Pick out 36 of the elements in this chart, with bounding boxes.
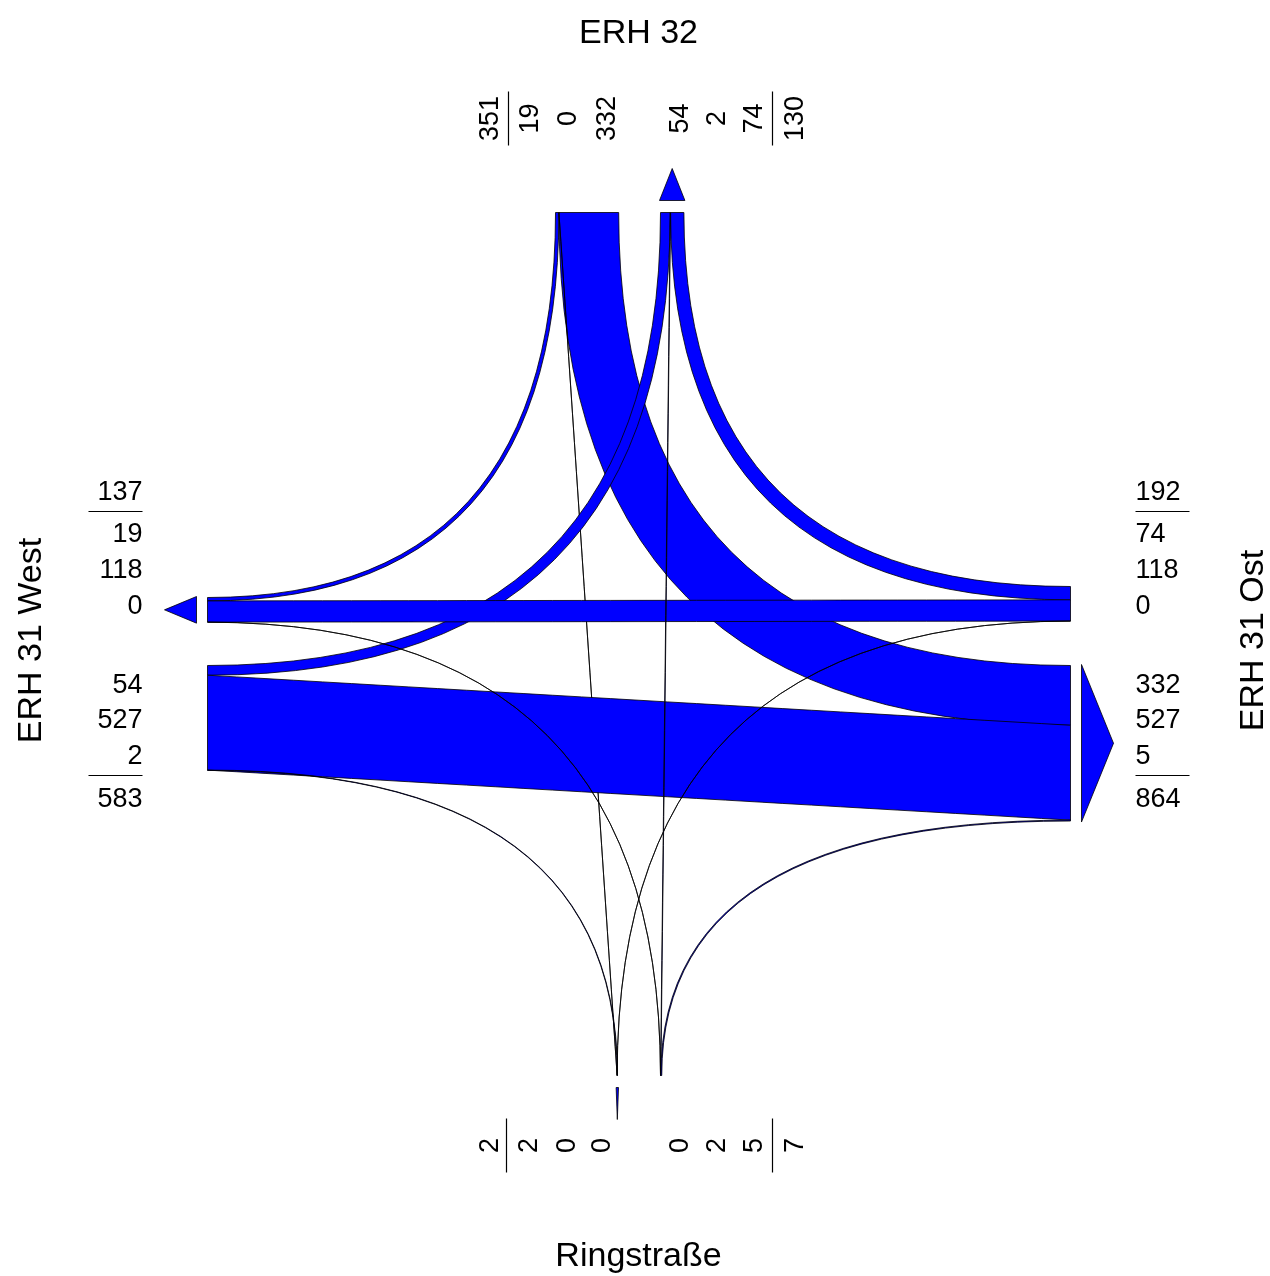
text: 2 bbox=[474, 1137, 504, 1154]
text: 2 bbox=[513, 1137, 543, 1154]
text: 0 bbox=[552, 110, 582, 127]
data-label: 118 bbox=[99, 554, 143, 584]
text: 19 bbox=[514, 103, 544, 134]
data-label: 19 bbox=[112, 518, 143, 548]
data-label: 332 bbox=[1135, 669, 1181, 699]
text: 2 bbox=[127, 740, 143, 770]
data-label: 0 bbox=[586, 1137, 616, 1154]
text: 130 bbox=[779, 95, 809, 142]
data-label: 54 bbox=[664, 103, 694, 134]
category-label: ERH 31 West bbox=[9, 537, 48, 744]
text: 332 bbox=[591, 95, 621, 142]
category-label: ERH 32 bbox=[578, 11, 699, 50]
text: 74 bbox=[1135, 518, 1166, 548]
text: 54 bbox=[112, 669, 143, 699]
category-label: Ringstraße bbox=[555, 1234, 722, 1273]
text: 583 bbox=[97, 783, 143, 813]
data-label: 74 bbox=[738, 103, 768, 134]
data-label: 0 bbox=[551, 1137, 581, 1154]
text: 5 bbox=[738, 1137, 768, 1154]
category-label: ERH 31 Ost bbox=[1231, 549, 1270, 732]
text: 864 bbox=[1135, 783, 1181, 813]
text: 137 bbox=[97, 476, 143, 506]
text: 7 bbox=[779, 1137, 809, 1154]
text: 351 bbox=[474, 95, 504, 142]
text: 527 bbox=[97, 704, 143, 734]
text: 118 bbox=[1135, 554, 1179, 584]
data-label: 0 bbox=[127, 590, 143, 620]
text: 0 bbox=[1135, 590, 1151, 620]
text: 192 bbox=[1135, 476, 1181, 506]
text: 0 bbox=[664, 1137, 694, 1154]
data-label: 5 bbox=[1135, 740, 1151, 770]
data-label: 2 bbox=[701, 1137, 731, 1154]
data-label: 527 bbox=[1135, 704, 1181, 734]
data-label: 2 bbox=[701, 110, 731, 127]
